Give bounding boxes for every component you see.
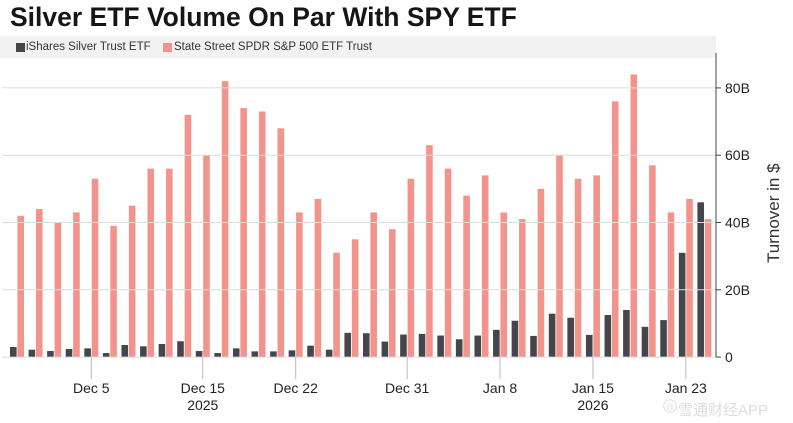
svg-text:60B: 60B: [725, 147, 750, 163]
svg-text:2026: 2026: [577, 397, 608, 413]
svg-text:40B: 40B: [725, 215, 750, 231]
svg-text:Jan 23: Jan 23: [665, 380, 707, 396]
svg-text:80B: 80B: [725, 80, 750, 96]
svg-text:0: 0: [725, 349, 733, 365]
svg-text:Jan 8: Jan 8: [483, 380, 517, 396]
svg-text:2025: 2025: [187, 397, 218, 413]
svg-text:20B: 20B: [725, 282, 750, 298]
svg-text:Dec 5: Dec 5: [73, 380, 110, 396]
svg-text:Jan 15: Jan 15: [572, 380, 614, 396]
svg-text:Dec 31: Dec 31: [385, 380, 430, 396]
svg-text:Dec 15: Dec 15: [181, 380, 226, 396]
svg-text:Dec 22: Dec 22: [274, 380, 319, 396]
